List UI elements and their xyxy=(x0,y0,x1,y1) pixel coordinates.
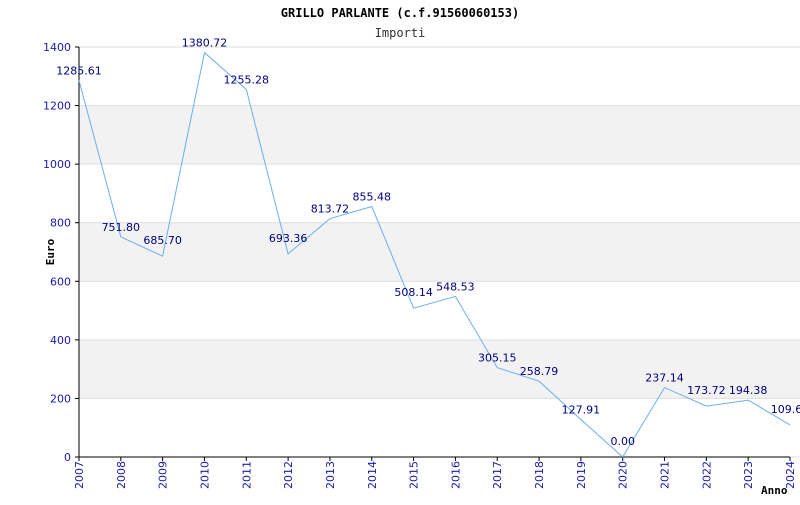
data-label: 855.48 xyxy=(353,190,392,203)
y-tick-label: 1200 xyxy=(43,100,71,113)
x-tick-label: 2021 xyxy=(659,461,672,489)
y-axis-ticks: 0 200 400 600 800 1000 1200 1400 xyxy=(43,41,79,464)
data-label: 1255.28 xyxy=(224,73,270,86)
y-tick-label: 200 xyxy=(50,392,71,405)
x-tick-label: 2009 xyxy=(157,461,170,489)
x-tick-label: 2012 xyxy=(282,461,295,489)
data-label: 194.38 xyxy=(729,384,768,397)
chart-title: GRILLO PARLANTE (c.f.91560060153) xyxy=(281,6,519,20)
data-label: 305.15 xyxy=(478,352,517,365)
data-label: 173.72 xyxy=(687,384,726,397)
y-tick-label: 1000 xyxy=(43,158,71,171)
x-tick-label: 2011 xyxy=(240,461,253,489)
gridlines xyxy=(79,46,800,458)
y-tick-label: 800 xyxy=(50,217,71,230)
x-tick-label: 2010 xyxy=(198,461,211,489)
y-tick-label: 1400 xyxy=(43,41,71,54)
data-label: 237.14 xyxy=(645,372,684,385)
y-tick-label: 0 xyxy=(64,451,71,464)
data-label: 0.00 xyxy=(610,435,635,448)
x-tick-label: 2022 xyxy=(700,461,713,489)
x-tick-label: 2017 xyxy=(491,461,504,489)
x-tick-label: 2014 xyxy=(366,461,379,489)
data-label: 127.91 xyxy=(562,404,601,417)
plot-background-bands xyxy=(79,105,800,399)
y-axis-label: Euro xyxy=(44,238,57,265)
x-tick-label: 2007 xyxy=(73,461,86,489)
x-tick-label: 2024 xyxy=(784,461,797,489)
data-label: 1285.61 xyxy=(56,64,102,77)
x-tick-label: 2008 xyxy=(115,461,128,489)
data-label: 109.64 xyxy=(771,403,800,416)
x-axis-ticks: 2007 2008 2009 2010 2011 2012 2013 2014 2015 2016… xyxy=(73,457,797,489)
x-tick-label: 2013 xyxy=(324,461,337,489)
plot-band xyxy=(79,222,800,282)
data-label: 258.79 xyxy=(520,365,559,378)
data-label: 685.70 xyxy=(143,234,182,247)
plot-band xyxy=(79,339,800,399)
x-tick-label: 2020 xyxy=(617,461,630,489)
x-tick-label: 2018 xyxy=(533,461,546,489)
x-tick-label: 2015 xyxy=(408,461,421,489)
plot-band xyxy=(79,105,800,165)
data-label: 1380.72 xyxy=(182,37,228,50)
data-label: 508.14 xyxy=(394,286,433,299)
x-tick-label: 2016 xyxy=(449,461,462,489)
data-label: 548.53 xyxy=(436,280,475,293)
data-label: 751.80 xyxy=(102,221,141,234)
y-tick-label: 600 xyxy=(50,275,71,288)
series-line xyxy=(78,51,791,458)
data-label: 813.72 xyxy=(311,203,350,216)
chart-subtitle: Importi xyxy=(375,26,426,40)
y-tick-label: 400 xyxy=(50,334,71,347)
data-label: 693.36 xyxy=(269,232,308,245)
x-axis-label: Anno xyxy=(761,484,788,497)
x-tick-label: 2023 xyxy=(742,461,755,489)
x-tick-label: 2019 xyxy=(575,461,588,489)
